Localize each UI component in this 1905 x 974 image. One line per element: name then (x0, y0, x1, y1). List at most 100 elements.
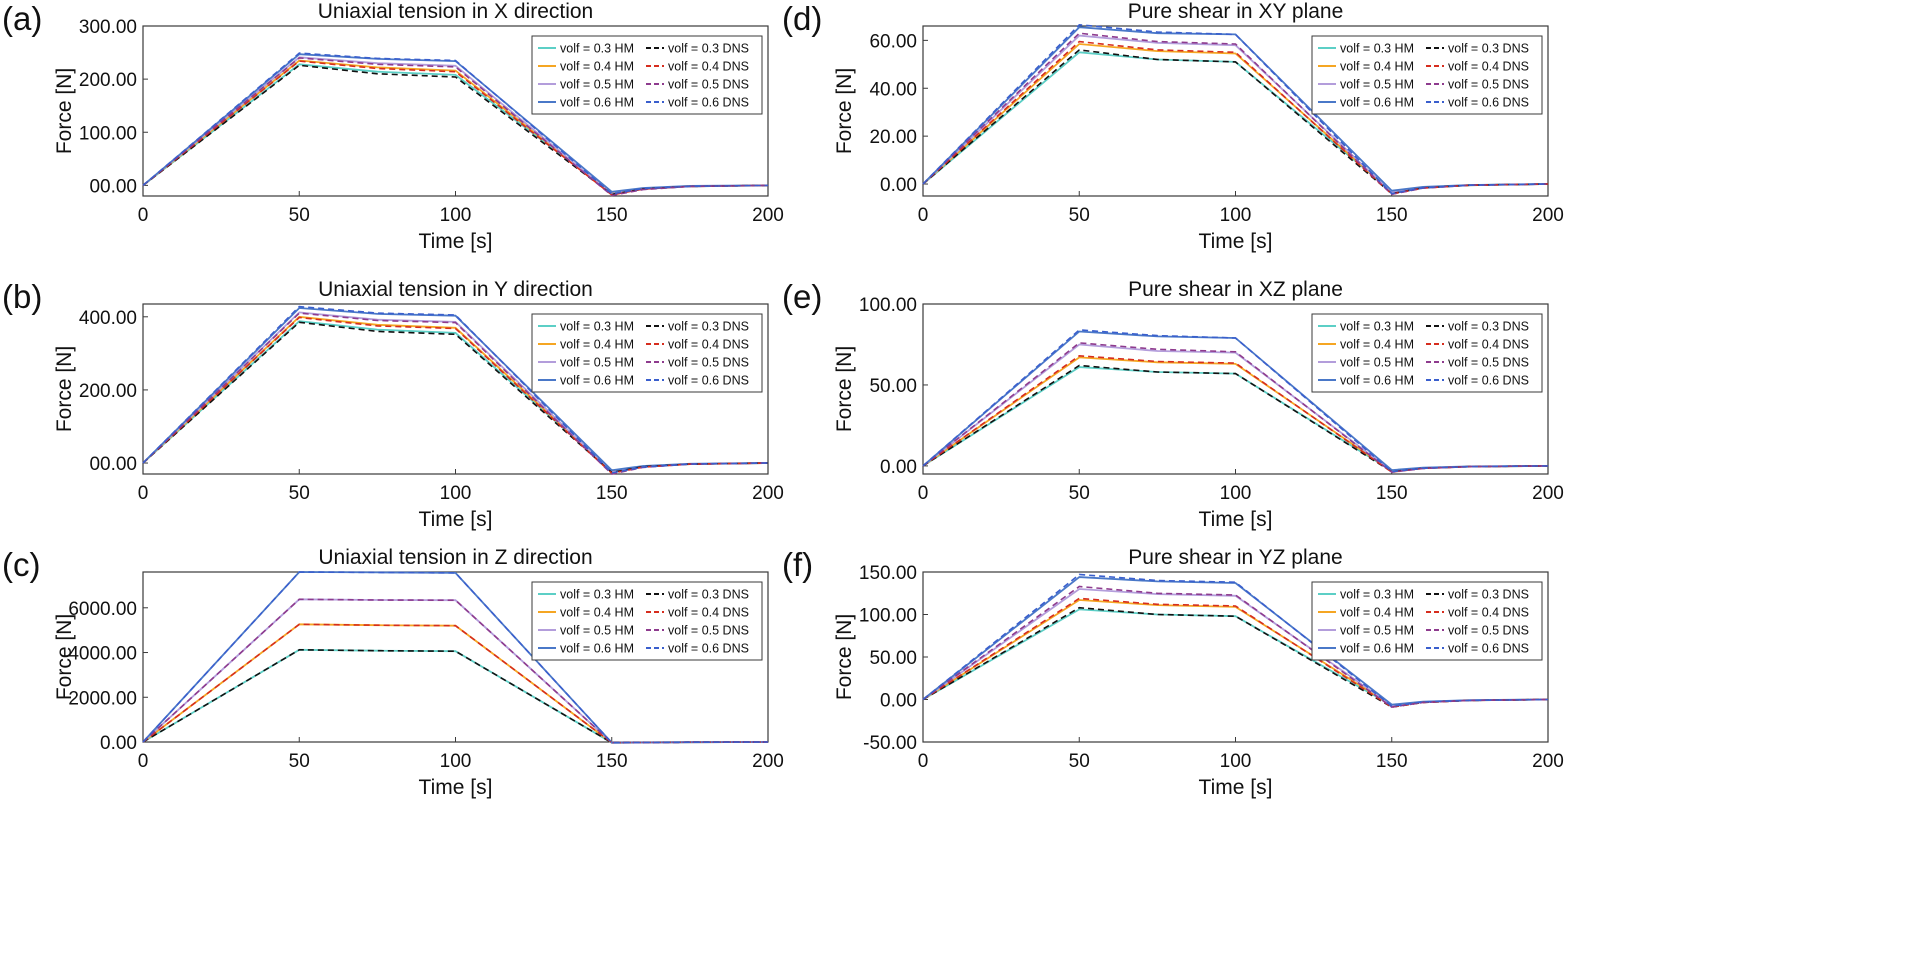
legend-label-hm: volf = 0.5 HM (1340, 356, 1414, 370)
legend-label-dns: volf = 0.6 DNS (668, 642, 749, 656)
legend-label-dns: volf = 0.6 DNS (1448, 96, 1529, 110)
legend: volf = 0.3 HM volf = 0.3 DNS volf = 0.4 HM… (1311, 581, 1543, 661)
series-line-dns-5 (142, 57, 769, 197)
legend-label-dns: volf = 0.4 DNS (668, 60, 749, 74)
y-tick-label: 100.00 (79, 123, 137, 144)
chart-panel-d: (d) Pure shear in XY plane 0 50 100 150 200 0.0… (782, 0, 1564, 253)
y-tick-label: 0.00 (880, 691, 917, 712)
x-tick-label: 150 (1376, 751, 1408, 772)
x-tick-label: 200 (1532, 205, 1564, 226)
x-tick-label: 100 (440, 483, 472, 504)
panel-letter: (f) (782, 546, 813, 583)
legend-label-dns: volf = 0.4 DNS (1448, 606, 1529, 620)
legend-label-hm: volf = 0.5 HM (560, 624, 634, 638)
x-tick-label: 50 (289, 483, 310, 504)
legend-label-dns: volf = 0.3 DNS (1448, 588, 1529, 602)
panel-letter: (b) (2, 278, 42, 315)
y-tick-label: 60.00 (869, 31, 917, 52)
y-tick-label: 0.00 (880, 457, 917, 478)
legend: volf = 0.3 HM volf = 0.3 DNS volf = 0.4 HM… (1311, 35, 1543, 115)
legend-label-hm: volf = 0.3 HM (560, 588, 634, 602)
panel-letter: (c) (2, 546, 40, 583)
x-tick-label: 50 (289, 205, 310, 226)
legend-label-dns: volf = 0.6 DNS (1448, 642, 1529, 656)
legend-label-hm: volf = 0.4 HM (1340, 338, 1414, 352)
x-tick-label: 200 (752, 205, 784, 226)
y-tick-label: 00.00 (89, 454, 137, 475)
x-tick-label: 150 (1376, 205, 1408, 226)
x-tick-label: 50 (1069, 483, 1090, 504)
y-axis-label: Force [N] (53, 68, 76, 154)
series-line-dns-3 (142, 321, 769, 474)
x-tick-label: 150 (596, 205, 628, 226)
x-tick-label: 200 (752, 483, 784, 504)
legend-label-dns: volf = 0.4 DNS (668, 606, 749, 620)
legend-label-hm: volf = 0.6 HM (560, 96, 634, 110)
x-tick-label: 100 (1220, 483, 1252, 504)
chart-title: Pure shear in XZ plane (1128, 278, 1343, 301)
legend-label-hm: volf = 0.3 HM (1340, 320, 1414, 334)
legend-label-hm: volf = 0.4 HM (560, 338, 634, 352)
x-tick-label: 100 (1220, 205, 1252, 226)
x-tick-label: 100 (440, 205, 472, 226)
series-line-dns-5 (922, 342, 1549, 474)
y-tick-label: 100.00 (859, 606, 917, 627)
x-tick-label: 0 (918, 205, 929, 226)
legend-label-dns: volf = 0.4 DNS (668, 338, 749, 352)
chart-title: Uniaxial tension in Z direction (318, 546, 592, 569)
legend-label-dns: volf = 0.3 DNS (1448, 320, 1529, 334)
legend-label-dns: volf = 0.6 DNS (668, 374, 749, 388)
series-line-dns-5 (142, 598, 769, 744)
legend-label-hm: volf = 0.6 HM (560, 642, 634, 656)
legend-label-hm: volf = 0.4 HM (560, 606, 634, 620)
y-tick-label: 20.00 (869, 127, 917, 148)
x-tick-label: 50 (289, 751, 310, 772)
legend: volf = 0.3 HM volf = 0.3 DNS volf = 0.4 HM… (531, 35, 763, 115)
series-line-dns-3 (922, 49, 1549, 195)
legend-label-hm: volf = 0.5 HM (560, 78, 634, 92)
y-tick-label: 50.00 (869, 648, 917, 669)
legend-label-hm: volf = 0.6 HM (1340, 96, 1414, 110)
legend-label-hm: volf = 0.3 HM (1340, 588, 1414, 602)
legend-label-hm: volf = 0.4 HM (1340, 60, 1414, 74)
legend-label-hm: volf = 0.4 HM (560, 60, 634, 74)
chart-panel-f: (f) Pure shear in YZ plane 0 50 100 150 200 -50… (782, 546, 1564, 799)
x-tick-label: 0 (138, 205, 149, 226)
chart-panel-b: (b) Uniaxial tension in Y direction 0 50 100… (2, 278, 784, 531)
x-tick-label: 0 (918, 751, 929, 772)
x-tick-label: 0 (138, 483, 149, 504)
y-tick-label: 6000.00 (68, 599, 137, 620)
series-line-dns-6 (922, 573, 1549, 708)
y-axis-label: Force [N] (53, 614, 76, 700)
y-tick-label: 4000.00 (68, 644, 137, 665)
y-axis-label: Force [N] (53, 346, 76, 432)
legend-label-dns: volf = 0.4 DNS (1448, 338, 1529, 352)
y-axis-label: Force [N] (833, 346, 856, 432)
chart-title: Uniaxial tension in Y direction (318, 278, 593, 301)
panel-letter: (d) (782, 0, 822, 37)
legend: volf = 0.3 HM volf = 0.3 DNS volf = 0.4 HM… (531, 313, 763, 393)
legend: volf = 0.3 HM volf = 0.3 DNS volf = 0.4 HM… (1311, 313, 1543, 393)
legend-label-dns: volf = 0.5 DNS (1448, 356, 1529, 370)
x-axis-label: Time [s] (419, 776, 493, 799)
chart-panel-c: (c) Uniaxial tension in Z direction 0 50 100… (2, 546, 784, 799)
chart-panel-e: (e) Pure shear in XZ plane 0 50 100 150 200 0.0… (782, 278, 1564, 531)
legend-label-dns: volf = 0.3 DNS (668, 320, 749, 334)
chart-title: Pure shear in XY plane (1128, 0, 1344, 23)
y-tick-label: 00.00 (89, 176, 137, 197)
legend-label-hm: volf = 0.3 HM (1340, 42, 1414, 56)
series-line-dns-3 (922, 606, 1549, 708)
legend-label-dns: volf = 0.6 DNS (668, 96, 749, 110)
legend-label-hm: volf = 0.3 HM (560, 320, 634, 334)
y-tick-label: 400.00 (79, 308, 137, 329)
chart-panel-a: (a) Uniaxial tension in X direction 0 50 100… (2, 0, 784, 253)
series-line-dns-6 (142, 305, 769, 474)
legend-label-hm: volf = 0.6 HM (1340, 374, 1414, 388)
legend-label-hm: volf = 0.6 HM (1340, 642, 1414, 656)
legend-label-dns: volf = 0.5 DNS (668, 624, 749, 638)
x-axis-label: Time [s] (1199, 508, 1273, 531)
x-tick-label: 0 (918, 483, 929, 504)
x-tick-label: 200 (752, 751, 784, 772)
y-tick-label: 2000.00 (68, 688, 137, 709)
